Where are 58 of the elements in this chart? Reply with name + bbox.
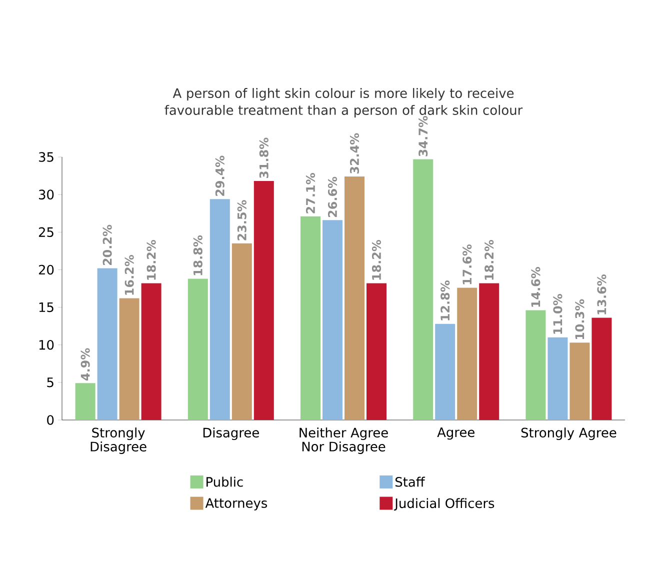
data-label: 18.2% — [484, 240, 494, 280]
bar — [435, 324, 456, 420]
bar — [479, 283, 500, 420]
data-label: 27.1% — [306, 173, 316, 214]
bar — [254, 181, 274, 420]
x-tick-label: Strongly Disagree — [90, 428, 146, 454]
data-label: 14.6% — [531, 266, 540, 307]
data-label: 34.7% — [418, 116, 428, 156]
y-tick-label: 35 — [38, 152, 54, 162]
data-label: 18.8% — [193, 235, 202, 276]
bar — [526, 310, 546, 420]
bar — [592, 318, 612, 420]
y-tick-label: 20 — [38, 264, 54, 275]
data-label: 13.6% — [597, 274, 606, 314]
bar — [97, 268, 118, 420]
data-label: 11.0% — [553, 294, 562, 334]
bar — [322, 220, 343, 420]
y-tick-label: 30 — [38, 190, 54, 200]
bar — [548, 337, 568, 420]
x-tick-label: Strongly Agree — [521, 428, 616, 440]
bar — [75, 383, 96, 420]
bar — [119, 298, 140, 420]
data-label: 23.5% — [237, 200, 246, 240]
y-tick-label: 0 — [47, 415, 54, 425]
legend-label: Attorneys — [205, 498, 268, 510]
data-label: 29.4% — [215, 156, 224, 196]
x-tick-label: Disagree — [203, 428, 259, 440]
bar — [232, 243, 252, 420]
data-label: 18.2% — [372, 240, 382, 280]
data-label: 16.2% — [124, 254, 134, 295]
data-label: 12.8% — [440, 280, 450, 320]
data-label: 4.9% — [80, 348, 90, 380]
data-label: 32.4% — [350, 133, 360, 174]
bar — [457, 288, 478, 420]
legend-label: Public — [206, 476, 243, 487]
bar — [188, 278, 208, 420]
data-label: 10.3% — [575, 299, 584, 340]
bar — [141, 283, 162, 420]
bar — [366, 283, 387, 420]
data-label: 17.6% — [462, 244, 472, 284]
x-tick-label: Agree — [437, 428, 474, 440]
legend-label: Judicial Officers — [394, 498, 494, 511]
bar — [210, 199, 230, 420]
y-tick-label: 15 — [39, 302, 54, 312]
bar — [344, 176, 365, 420]
y-tick-label: 5 — [47, 378, 54, 388]
data-label: 31.8% — [259, 138, 268, 178]
data-label: 26.6% — [328, 176, 338, 217]
bar — [300, 216, 321, 420]
data-label: 18.2% — [146, 240, 156, 280]
bar — [570, 342, 590, 420]
bar — [413, 159, 434, 420]
data-label: 20.2% — [102, 224, 112, 266]
y-tick-label: 25 — [38, 227, 54, 238]
x-tick-label: Neither Agree Nor Disagree — [300, 428, 388, 454]
chart-title: A person of light skin colour is more likely to receive favourable treatment than a person of dark skin colour — [164, 88, 523, 118]
y-tick-label: 10 — [39, 340, 54, 350]
legend-label: Staff — [396, 476, 426, 487]
